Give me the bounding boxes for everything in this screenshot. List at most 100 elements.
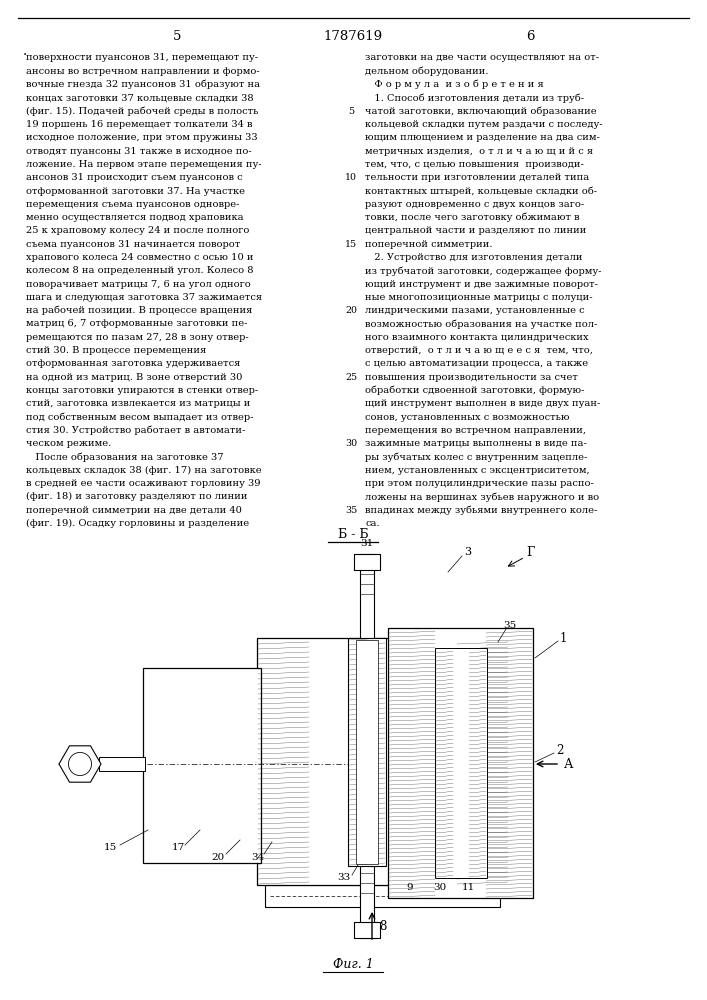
Text: Б - Б: Б - Б (338, 528, 368, 542)
Text: из трубчатой заготовки, содержащее форму-: из трубчатой заготовки, содержащее форму… (365, 266, 602, 276)
Text: шага и следующая заготовка 37 зажимается: шага и следующая заготовка 37 зажимается (26, 293, 262, 302)
Text: чатой заготовки, включающий образование: чатой заготовки, включающий образование (365, 106, 597, 116)
Bar (143, 668, 261, 863)
Text: тем, что, с целью повышения  производи-: тем, что, с целью повышения производи- (365, 160, 584, 169)
Bar (356, 640, 378, 864)
Text: стия 30. Устройство работает в автомати-: стия 30. Устройство работает в автомати- (26, 426, 245, 435)
Text: 17: 17 (171, 844, 185, 852)
Text: ного взаимного контакта цилиндрических: ного взаимного контакта цилиндрических (365, 333, 589, 342)
Text: 25: 25 (345, 373, 357, 382)
Text: метричных изделия,  о т л и ч а ю щ и й с я: метричных изделия, о т л и ч а ю щ и й с… (365, 147, 593, 156)
Text: 1787619: 1787619 (323, 29, 382, 42)
Text: 25 к храповому колесу 24 и после полного: 25 к храповому колесу 24 и после полного (26, 226, 250, 235)
Text: 1. Способ изготовления детали из труб-: 1. Способ изготовления детали из труб- (365, 93, 584, 103)
Text: контактных штырей, кольцевые складки об-: контактных штырей, кольцевые складки об- (365, 186, 597, 196)
Text: 30: 30 (433, 884, 447, 892)
Bar (360, 554, 374, 639)
Text: в средней ее части осаживают горловину 39: в средней ее части осаживают горловину 3… (26, 479, 260, 488)
Text: сонов, установленных с возможностью: сонов, установленных с возможностью (365, 413, 570, 422)
Text: ложение. На первом этапе перемещения пу-: ложение. На первом этапе перемещения пу- (26, 160, 262, 169)
Text: 10: 10 (345, 173, 357, 182)
Text: ющим плющением и разделение на два сим-: ющим плющением и разделение на два сим- (365, 133, 600, 142)
Bar (348, 638, 386, 866)
Text: поперечной симметрии на две детали 40: поперечной симметрии на две детали 40 (26, 506, 242, 515)
Bar (435, 648, 487, 878)
Text: отверстий,  о т л и ч а ю щ е е с я  тем, что,: отверстий, о т л и ч а ю щ е е с я тем, … (365, 346, 593, 355)
Text: нием, установленных с эксцентриситетом,: нием, установленных с эксцентриситетом, (365, 466, 590, 475)
Text: под собственным весом выпадает из отвер-: под собственным весом выпадает из отвер- (26, 412, 254, 422)
Text: (фиг. 19). Осадку горловины и разделение: (фиг. 19). Осадку горловины и разделение (26, 519, 249, 528)
Text: ансонов 31 происходит съем пуансонов с: ансонов 31 происходит съем пуансонов с (26, 173, 243, 182)
Text: обработки сдвоенной заготовки, формую-: обработки сдвоенной заготовки, формую- (365, 386, 585, 395)
Text: После образования на заготовке 37: После образования на заготовке 37 (26, 452, 223, 462)
Circle shape (69, 752, 91, 776)
Bar (354, 922, 380, 938)
Text: поперечной симметрии.: поперечной симметрии. (365, 240, 493, 249)
Text: щий инструмент выполнен в виде двух пуан-: щий инструмент выполнен в виде двух пуан… (365, 399, 600, 408)
Text: 5: 5 (348, 107, 354, 116)
Text: 2: 2 (556, 744, 563, 756)
Text: отформованной заготовки 37. На участке: отформованной заготовки 37. На участке (26, 186, 245, 196)
Text: концы заготовки упираются в стенки отвер-: концы заготовки упираются в стенки отвер… (26, 386, 258, 395)
Text: ные многопозиционные матрицы с полуци-: ные многопозиционные матрицы с полуци- (365, 293, 592, 302)
Bar (265, 885, 500, 907)
Text: 9: 9 (407, 884, 414, 892)
Text: 34: 34 (252, 854, 264, 862)
Text: центральной части и разделяют по линии: центральной части и разделяют по линии (365, 226, 586, 235)
Text: Фиг. 1: Фиг. 1 (332, 958, 373, 972)
Text: 6: 6 (526, 29, 534, 42)
Text: 35: 35 (345, 506, 357, 515)
Text: 19 поршень 16 перемещает толкатели 34 в: 19 поршень 16 перемещает толкатели 34 в (26, 120, 252, 129)
Text: перемещения съема пуансонов одновре-: перемещения съема пуансонов одновре- (26, 200, 240, 209)
Text: товки, после чего заготовку обжимают в: товки, после чего заготовку обжимают в (365, 213, 580, 222)
Text: 5: 5 (173, 29, 181, 42)
Text: тельности при изготовлении деталей типа: тельности при изготовлении деталей типа (365, 173, 589, 182)
Text: возможностью образования на участке пол-: возможностью образования на участке пол- (365, 319, 597, 329)
Text: перемещения во встречном направлении,: перемещения во встречном направлении, (365, 426, 586, 435)
Bar (360, 863, 374, 938)
Text: разуют одновременно с двух концов заго-: разуют одновременно с двух концов заго- (365, 200, 584, 209)
Text: 33: 33 (337, 874, 351, 882)
Text: 31: 31 (361, 540, 373, 548)
Text: 8: 8 (379, 920, 386, 934)
Text: отводят пуансоны 31 также в исходное по-: отводят пуансоны 31 также в исходное по- (26, 147, 252, 156)
Text: ры зубчатых колес с внутренним зацепле-: ры зубчатых колес с внутренним зацепле- (365, 452, 588, 462)
Text: съема пуансонов 31 начинается поворот: съема пуансонов 31 начинается поворот (26, 240, 240, 249)
Text: (фиг. 15). Подачей рабочей среды в полость: (фиг. 15). Подачей рабочей среды в полос… (26, 106, 258, 116)
Bar (257, 638, 509, 885)
Text: при этом полуцилиндрические пазы распо-: при этом полуцилиндрические пазы распо- (365, 479, 594, 488)
Text: ложены на вершинах зубьев наружного и во: ложены на вершинах зубьев наружного и во (365, 492, 599, 502)
Text: на одной из матриц. В зоне отверстий 30: на одной из матриц. В зоне отверстий 30 (26, 373, 243, 382)
Text: матриц 6, 7 отформованные заготовки пе-: матриц 6, 7 отформованные заготовки пе- (26, 320, 247, 328)
Text: 15: 15 (345, 240, 357, 249)
Text: исходное положение, при этом пружины 33: исходное положение, при этом пружины 33 (26, 133, 257, 142)
Text: 20: 20 (345, 306, 357, 315)
Text: ремещаются по пазам 27, 28 в зону отвер-: ремещаются по пазам 27, 28 в зону отвер- (26, 333, 249, 342)
Text: храпового колеса 24 совместно с осью 10 и: храпового колеса 24 совместно с осью 10 … (26, 253, 254, 262)
Text: повышения производительности за счет: повышения производительности за счет (365, 373, 578, 382)
Text: дельном оборудовании.: дельном оборудовании. (365, 67, 489, 76)
Text: 35: 35 (503, 620, 517, 630)
Text: зажимные матрицы выполнены в виде па-: зажимные матрицы выполнены в виде па- (365, 439, 587, 448)
Text: Г: Г (526, 546, 534, 558)
Text: 11: 11 (462, 884, 474, 892)
Text: 3: 3 (464, 547, 472, 557)
Text: Ф о р м у л а  и з о б р е т е н и я: Ф о р м у л а и з о б р е т е н и я (365, 80, 544, 89)
Text: (фиг. 18) и заготовку разделяют по линии: (фиг. 18) и заготовку разделяют по линии (26, 492, 247, 501)
Text: заготовки на две части осуществляют на от-: заготовки на две части осуществляют на о… (365, 53, 599, 62)
Text: 1: 1 (560, 632, 568, 645)
Text: менно осуществляется подвод храповика: менно осуществляется подвод храповика (26, 213, 244, 222)
Text: 2. Устройство для изготовления детали: 2. Устройство для изготовления детали (365, 253, 583, 262)
Text: впадинах между зубьями внутреннего коле-: впадинах между зубьями внутреннего коле- (365, 505, 597, 515)
Text: стий, заготовка извлекается из матрицы и: стий, заготовка извлекается из матрицы и (26, 399, 250, 408)
Text: концах заготовки 37 кольцевые складки 38: концах заготовки 37 кольцевые складки 38 (26, 93, 254, 102)
Text: кольцевых складок 38 (фиг. 17) на заготовке: кольцевых складок 38 (фиг. 17) на загото… (26, 466, 262, 475)
Text: ющий инструмент и две зажимные поворот-: ющий инструмент и две зажимные поворот- (365, 280, 598, 289)
Text: 15: 15 (103, 844, 117, 852)
Text: А: А (564, 758, 573, 770)
Bar (99, 757, 145, 771)
Text: ансоны во встречном направлении и формо-: ансоны во встречном направлении и формо- (26, 67, 259, 76)
Text: кольцевой складки путем раздачи с последу-: кольцевой складки путем раздачи с послед… (365, 120, 602, 129)
Text: 20: 20 (211, 854, 225, 862)
Text: 30: 30 (345, 439, 357, 448)
